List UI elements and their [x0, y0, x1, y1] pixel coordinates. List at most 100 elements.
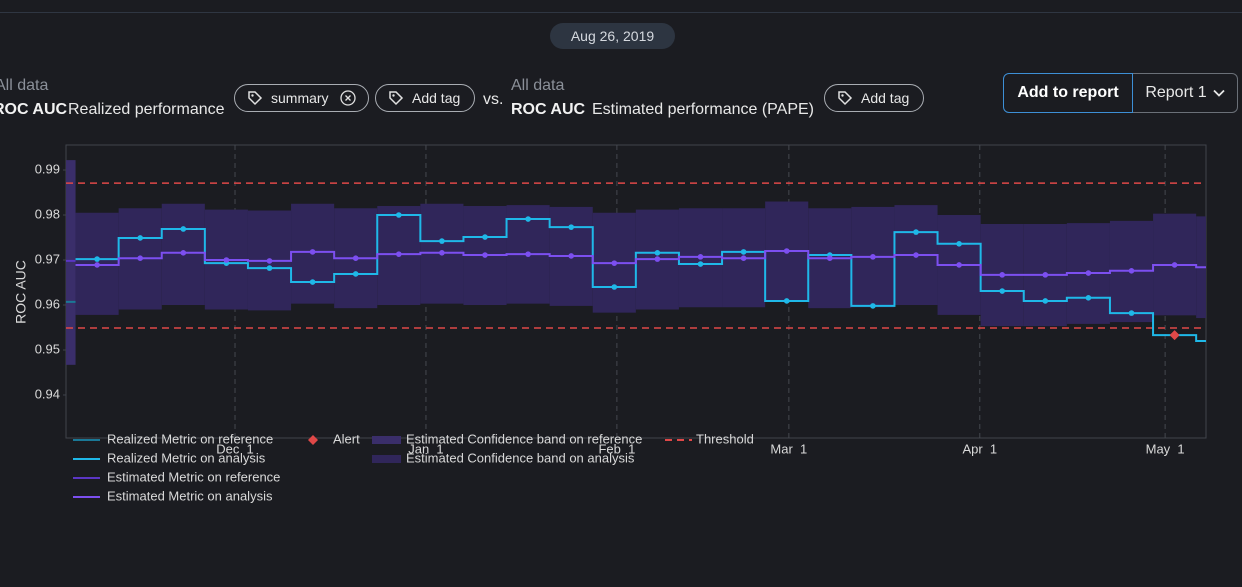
right-dataset: All data — [511, 77, 565, 94]
metric-point — [870, 303, 876, 309]
metric-point — [870, 254, 876, 260]
left-kind: Realized performance — [68, 101, 225, 118]
metric-line — [75, 250, 1206, 276]
legend-swatch — [308, 435, 318, 445]
x-tick-label: Dec 1 — [216, 441, 254, 456]
metric-point — [1215, 338, 1221, 344]
metric-point — [568, 253, 574, 259]
metric-point — [1042, 272, 1049, 278]
metric-point — [482, 234, 488, 240]
metric-point — [783, 248, 790, 254]
x-tick-label: Mar 1 — [770, 441, 807, 456]
metric-point — [913, 252, 919, 258]
vs-label: vs. — [483, 91, 504, 108]
metric-point — [999, 288, 1005, 294]
add-tag-label: Add tag — [861, 90, 910, 106]
metric-point — [396, 251, 402, 257]
metric-point — [654, 256, 661, 262]
y-axis-title: ROC AUC — [13, 260, 29, 324]
metric-point — [266, 265, 273, 271]
x-tick-label: May 1 — [1146, 441, 1185, 456]
x-tick-label: Feb 1 — [598, 441, 635, 456]
legend-label: Estimated Confidence band on analysis — [406, 450, 635, 465]
legend-label: Estimated Metric on reference — [107, 469, 280, 484]
left-metric: ROC AUC — [0, 101, 68, 118]
tag-pill[interactable]: summary — [234, 84, 369, 112]
metric-point — [396, 212, 402, 218]
metric-point — [740, 255, 747, 262]
add-tag-button[interactable]: Add tag — [375, 84, 475, 112]
report-dropdown[interactable]: Report 1 — [1133, 73, 1238, 113]
confidence-band — [66, 160, 76, 365]
metric-point — [266, 258, 273, 264]
legend-label: Threshold — [696, 431, 754, 446]
metric-point — [740, 249, 747, 255]
remove-tag-icon[interactable] — [340, 90, 356, 106]
x-tick-label: Apr 1 — [962, 441, 997, 456]
metric-point — [611, 284, 618, 290]
metric-point — [568, 224, 574, 230]
metric-point — [525, 251, 531, 257]
metric-point — [654, 250, 661, 256]
y-tick-label: 0.99 — [35, 161, 60, 176]
y-tick-label: 0.98 — [35, 206, 60, 221]
metric-point — [94, 256, 100, 262]
date-badge: Aug 26, 2019 — [550, 23, 675, 49]
y-tick-label: 0.94 — [35, 386, 60, 401]
tag-icon — [248, 91, 263, 106]
y-tick-label: 0.95 — [35, 341, 60, 356]
metric-point — [352, 271, 359, 277]
y-tick-label: 0.96 — [35, 296, 60, 311]
metric-point — [1215, 264, 1221, 270]
metric-point — [439, 238, 445, 244]
metric-point — [352, 255, 359, 262]
plot-area — [66, 145, 1221, 438]
metric-point — [827, 255, 833, 262]
legend-label: Estimated Metric on analysis — [107, 488, 273, 503]
legend-label: Realized Metric on analysis — [107, 450, 266, 465]
metric-point — [94, 262, 100, 268]
right-metric: ROC AUC — [511, 101, 586, 118]
metric-point — [999, 272, 1005, 278]
legend-label: Realized Metric on reference — [107, 431, 273, 446]
legend-swatch — [372, 436, 401, 444]
top-divider — [0, 12, 1242, 13]
legend-label: Alert — [333, 431, 360, 446]
x-tick-label: Jan 1 — [408, 441, 443, 456]
metric-point — [525, 216, 531, 222]
left-dataset: All data — [0, 77, 49, 94]
metric-point — [1042, 298, 1049, 304]
metric-point — [223, 257, 230, 263]
add-tag-label: Add tag — [412, 90, 461, 106]
metric-point — [482, 252, 488, 258]
metric-point — [1085, 270, 1092, 276]
dropdown-label: Report 1 — [1145, 84, 1207, 101]
y-tick-label: 0.97 — [35, 251, 60, 266]
metric-point — [309, 279, 316, 285]
metric-point — [180, 250, 187, 256]
metric-point — [137, 255, 143, 262]
add-tag-button[interactable]: Add tag — [824, 84, 924, 112]
metric-point — [956, 241, 962, 247]
metric-point — [697, 261, 704, 267]
metric-point — [783, 298, 790, 304]
metric-point — [180, 226, 187, 232]
add-to-report-button[interactable]: Add to report — [1003, 73, 1133, 113]
metric-point — [1171, 262, 1178, 268]
legend-label: Estimated Confidence band on reference — [406, 431, 642, 446]
metric-point — [956, 262, 962, 268]
metric-point — [1128, 268, 1135, 274]
right-kind: Estimated performance (PAPE) — [592, 101, 815, 118]
tag-icon — [389, 91, 404, 106]
metric-point — [913, 229, 919, 235]
metric-point — [137, 235, 143, 241]
legend-swatch — [372, 455, 401, 463]
metric-point — [439, 250, 445, 256]
metric-point — [1128, 310, 1135, 316]
alert-marker — [1169, 330, 1180, 341]
metric-point — [697, 254, 704, 260]
metric-point — [611, 260, 618, 266]
tag-icon — [838, 91, 853, 106]
